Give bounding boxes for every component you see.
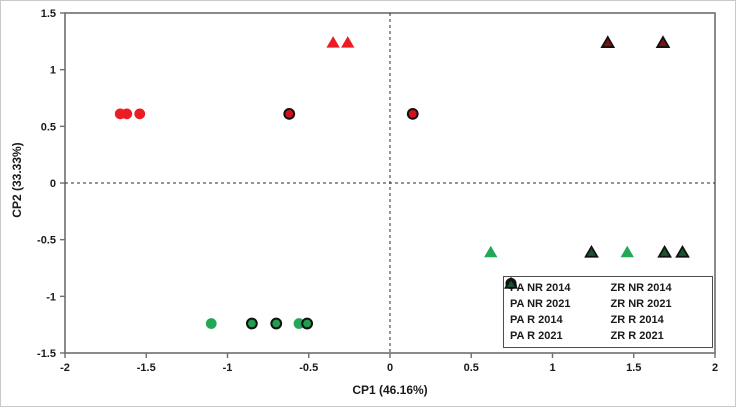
x-tick-label: -1.5 (137, 362, 156, 374)
y-axis-title: CP2 (33.33%) (10, 142, 24, 218)
legend-symbol-zr-r-2021 (504, 277, 706, 343)
x-tick-label: 1.5 (626, 362, 641, 374)
point-pa-r-2021 (620, 245, 634, 258)
legend-label: ZR NR 2014 (610, 282, 672, 294)
y-tick-label: -1 (46, 291, 56, 303)
point-pa-nr-2014 (121, 108, 133, 120)
legend-label: ZR R 2014 (610, 314, 664, 326)
legend-symbol-zr-nr-2014 (505, 277, 706, 295)
legend-label: PA NR 2021 (510, 298, 571, 310)
legend-label: PA NR 2014 (510, 282, 571, 294)
y-tick-label: 0 (50, 178, 56, 190)
legend-label: PA R 2014 (510, 314, 563, 326)
point-pa-r-2014 (205, 318, 217, 329)
point-pa-nr-2021 (341, 36, 355, 48)
point-zr-r-2021 (675, 244, 690, 258)
point-zr-r-2014 (301, 317, 314, 330)
legend-symbol-pa-nr-2021 (504, 277, 606, 311)
x-tick-label: 1 (549, 362, 555, 374)
x-tick-label: 0.5 (464, 362, 479, 374)
y-tick-label: 0.5 (41, 121, 56, 133)
y-tick-label: -0.5 (37, 235, 56, 247)
x-tick-label: 0 (387, 362, 393, 374)
point-zr-nr-2014 (283, 107, 296, 120)
legend-symbol-pa-r-2021 (504, 277, 606, 343)
legend-label: PA R 2021 (510, 330, 563, 342)
point-zr-r-2021 (504, 277, 518, 289)
point-pa-nr-2014 (134, 108, 146, 120)
legend: PA NR 2014 ZR NR 2014 PA NR 2021 ZR NR 2… (503, 276, 713, 348)
point-zr-r-2021 (584, 244, 599, 258)
point-zr-nr-2021 (655, 35, 671, 48)
x-tick-label: -1 (223, 362, 233, 374)
point-zr-nr-2021 (600, 35, 616, 48)
legend-symbol-zr-nr-2021 (504, 277, 706, 311)
legend-symbol-zr-r-2014 (505, 277, 706, 327)
point-zr-r-2014 (245, 317, 258, 330)
legend-label: ZR R 2021 (610, 330, 664, 342)
x-tick-label: -2 (60, 362, 70, 374)
point-zr-r-2021 (657, 244, 672, 258)
point-pa-r-2021 (484, 245, 498, 258)
y-tick-label: 1.5 (41, 8, 56, 20)
x-tick-label: -0.5 (299, 362, 318, 374)
legend-symbol-pa-nr-2014 (505, 278, 606, 295)
y-tick-label: 1 (50, 65, 56, 77)
point-pa-nr-2021 (326, 36, 340, 48)
x-tick-label: 2 (712, 362, 718, 374)
y-tick-label: -1.5 (37, 348, 56, 360)
legend-symbol-pa-r-2014 (505, 278, 606, 327)
x-axis-title: CP1 (46.16%) (352, 383, 428, 397)
legend-label: ZR NR 2021 (610, 298, 672, 310)
triangle-marker-icon (504, 277, 518, 289)
point-zr-nr-2014 (406, 107, 419, 120)
point-zr-r-2014 (270, 317, 283, 330)
